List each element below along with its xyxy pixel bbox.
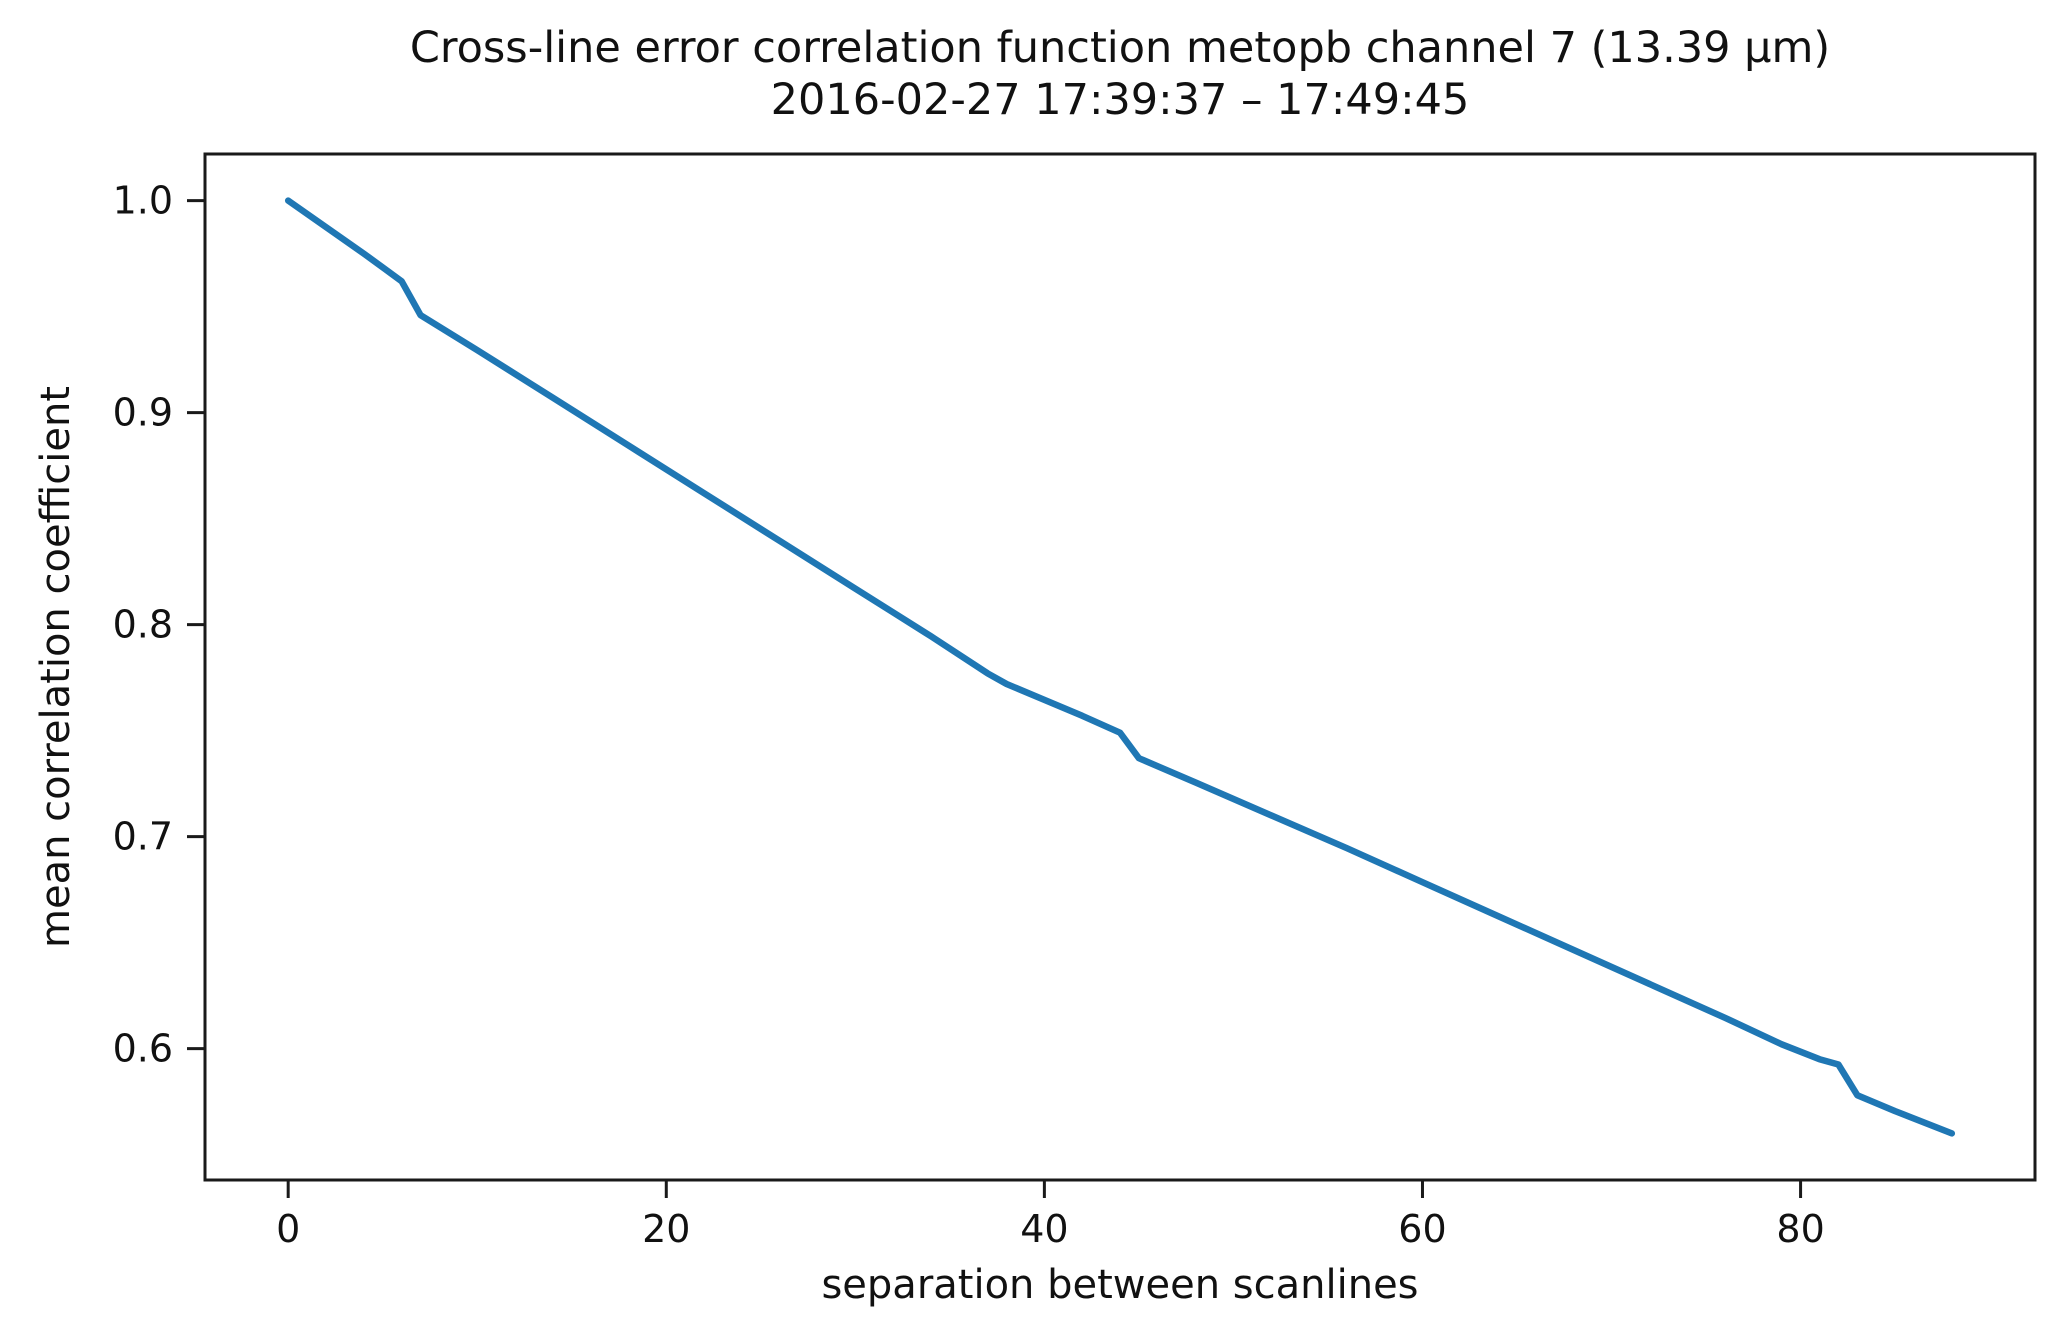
- y-tick-label: 1.0: [113, 179, 173, 223]
- x-tick-label: 0: [276, 1207, 300, 1251]
- x-axis-label: separation between scanlines: [821, 1262, 1419, 1308]
- chart-subtitle: 2016-02-27 17:39:37 – 17:49:45: [770, 75, 1470, 126]
- y-tick-label: 0.8: [113, 603, 173, 647]
- chart-title: Cross-line error correlation function me…: [409, 23, 1831, 73]
- plot-frame: [203, 152, 2037, 1182]
- y-tick-label: 0.6: [113, 1027, 173, 1071]
- y-tick-label: 0.9: [113, 391, 173, 435]
- x-tick-label: 20: [642, 1207, 690, 1251]
- x-tick-label: 40: [1020, 1207, 1068, 1251]
- data-line: [284, 197, 1956, 1137]
- x-tick-label: 80: [1776, 1207, 1824, 1251]
- chart-title-block: Cross-line error correlation function me…: [410, 22, 1830, 127]
- x-tick-label: 60: [1398, 1207, 1446, 1251]
- y-tick-label: 0.7: [113, 815, 173, 859]
